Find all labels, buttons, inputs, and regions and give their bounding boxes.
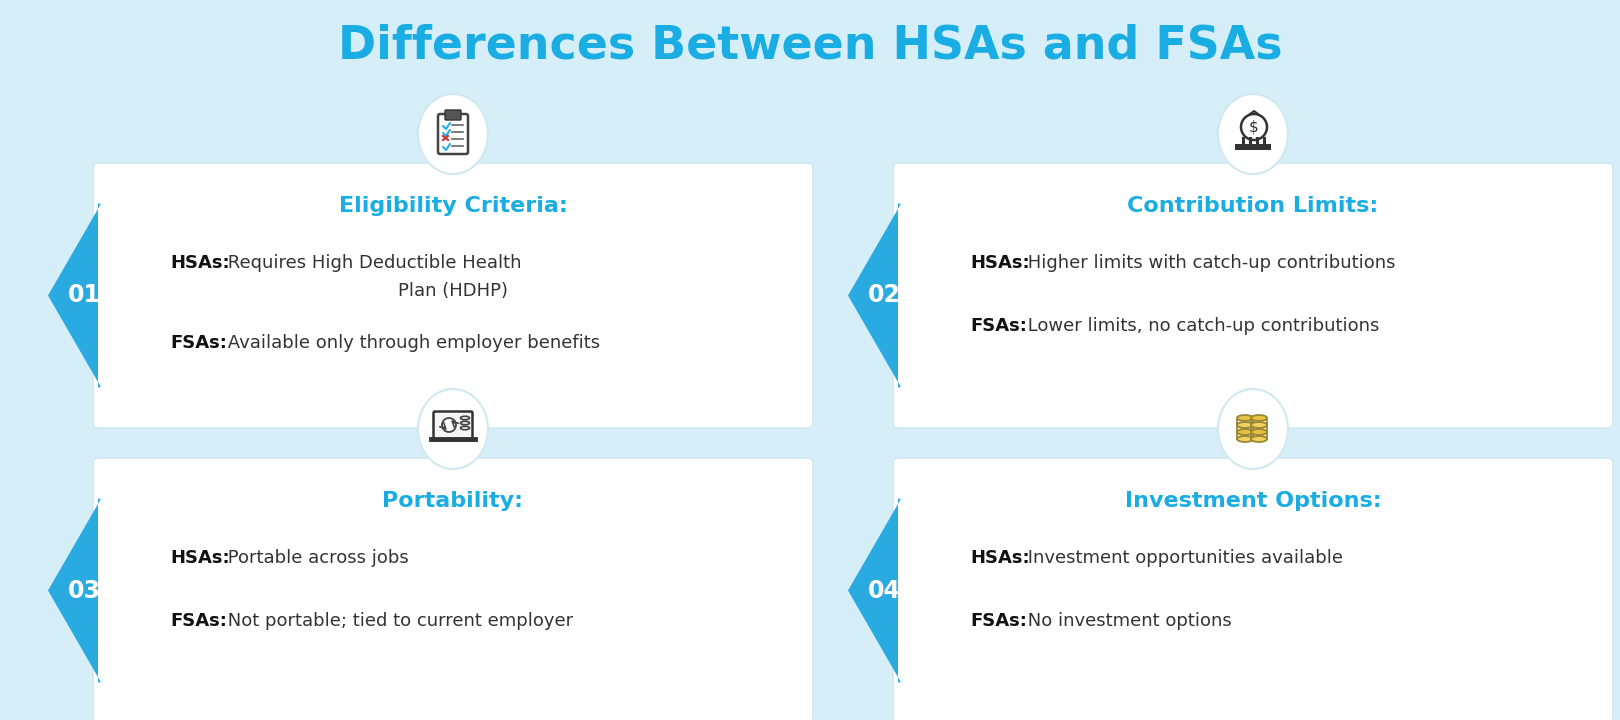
Ellipse shape (1238, 429, 1252, 435)
Text: HSAs:: HSAs: (170, 549, 230, 567)
Text: FSAs:: FSAs: (170, 612, 227, 630)
Text: 03: 03 (68, 578, 100, 603)
Text: Lower limits, no catch-up contributions: Lower limits, no catch-up contributions (1022, 317, 1379, 335)
Polygon shape (1234, 144, 1272, 150)
Polygon shape (49, 204, 100, 387)
Ellipse shape (1218, 94, 1288, 174)
Ellipse shape (418, 94, 488, 174)
Text: Higher limits with catch-up contributions: Higher limits with catch-up contribution… (1022, 254, 1395, 272)
Text: 04: 04 (868, 578, 901, 603)
Ellipse shape (460, 416, 470, 420)
Text: FSAs:: FSAs: (970, 612, 1027, 630)
Text: 02: 02 (868, 284, 901, 307)
Ellipse shape (1251, 436, 1267, 442)
Text: Available only through employer benefits: Available only through employer benefits (222, 334, 599, 352)
FancyBboxPatch shape (446, 110, 462, 120)
Text: Portability:: Portability: (382, 491, 523, 511)
Text: Investment opportunities available: Investment opportunities available (1022, 549, 1343, 567)
Ellipse shape (1238, 436, 1252, 442)
FancyBboxPatch shape (893, 163, 1614, 428)
Text: Investment Options:: Investment Options: (1124, 491, 1382, 511)
Text: Not portable; tied to current employer: Not portable; tied to current employer (222, 612, 573, 630)
FancyBboxPatch shape (92, 458, 813, 720)
FancyBboxPatch shape (434, 412, 473, 441)
Text: Differences Between HSAs and FSAs: Differences Between HSAs and FSAs (337, 24, 1283, 68)
Ellipse shape (418, 389, 488, 469)
Text: FSAs:: FSAs: (170, 334, 227, 352)
Ellipse shape (1238, 415, 1252, 421)
FancyBboxPatch shape (437, 114, 468, 154)
Circle shape (442, 418, 455, 432)
Text: Eligibility Criteria:: Eligibility Criteria: (339, 196, 567, 216)
Text: 01: 01 (68, 284, 100, 307)
Text: $: $ (1249, 120, 1259, 135)
Text: FSAs:: FSAs: (970, 317, 1027, 335)
FancyBboxPatch shape (893, 458, 1614, 720)
Ellipse shape (1251, 422, 1267, 428)
Polygon shape (847, 499, 901, 683)
Text: Portable across jobs: Portable across jobs (222, 549, 408, 567)
Text: HSAs:: HSAs: (970, 254, 1030, 272)
Ellipse shape (1251, 429, 1267, 435)
Circle shape (1241, 114, 1267, 140)
FancyBboxPatch shape (92, 163, 813, 428)
Ellipse shape (1218, 389, 1288, 469)
Text: Requires High Deductible Health: Requires High Deductible Health (222, 254, 522, 272)
Text: Plan (HDHP): Plan (HDHP) (399, 282, 509, 300)
Text: No investment options: No investment options (1022, 612, 1231, 630)
Text: Contribution Limits:: Contribution Limits: (1128, 196, 1379, 216)
Ellipse shape (1238, 422, 1252, 428)
Polygon shape (847, 204, 901, 387)
Ellipse shape (460, 421, 470, 425)
Ellipse shape (1251, 415, 1267, 421)
Text: HSAs:: HSAs: (170, 254, 230, 272)
Text: HSAs:: HSAs: (970, 549, 1030, 567)
Ellipse shape (460, 426, 470, 430)
Polygon shape (49, 499, 100, 683)
